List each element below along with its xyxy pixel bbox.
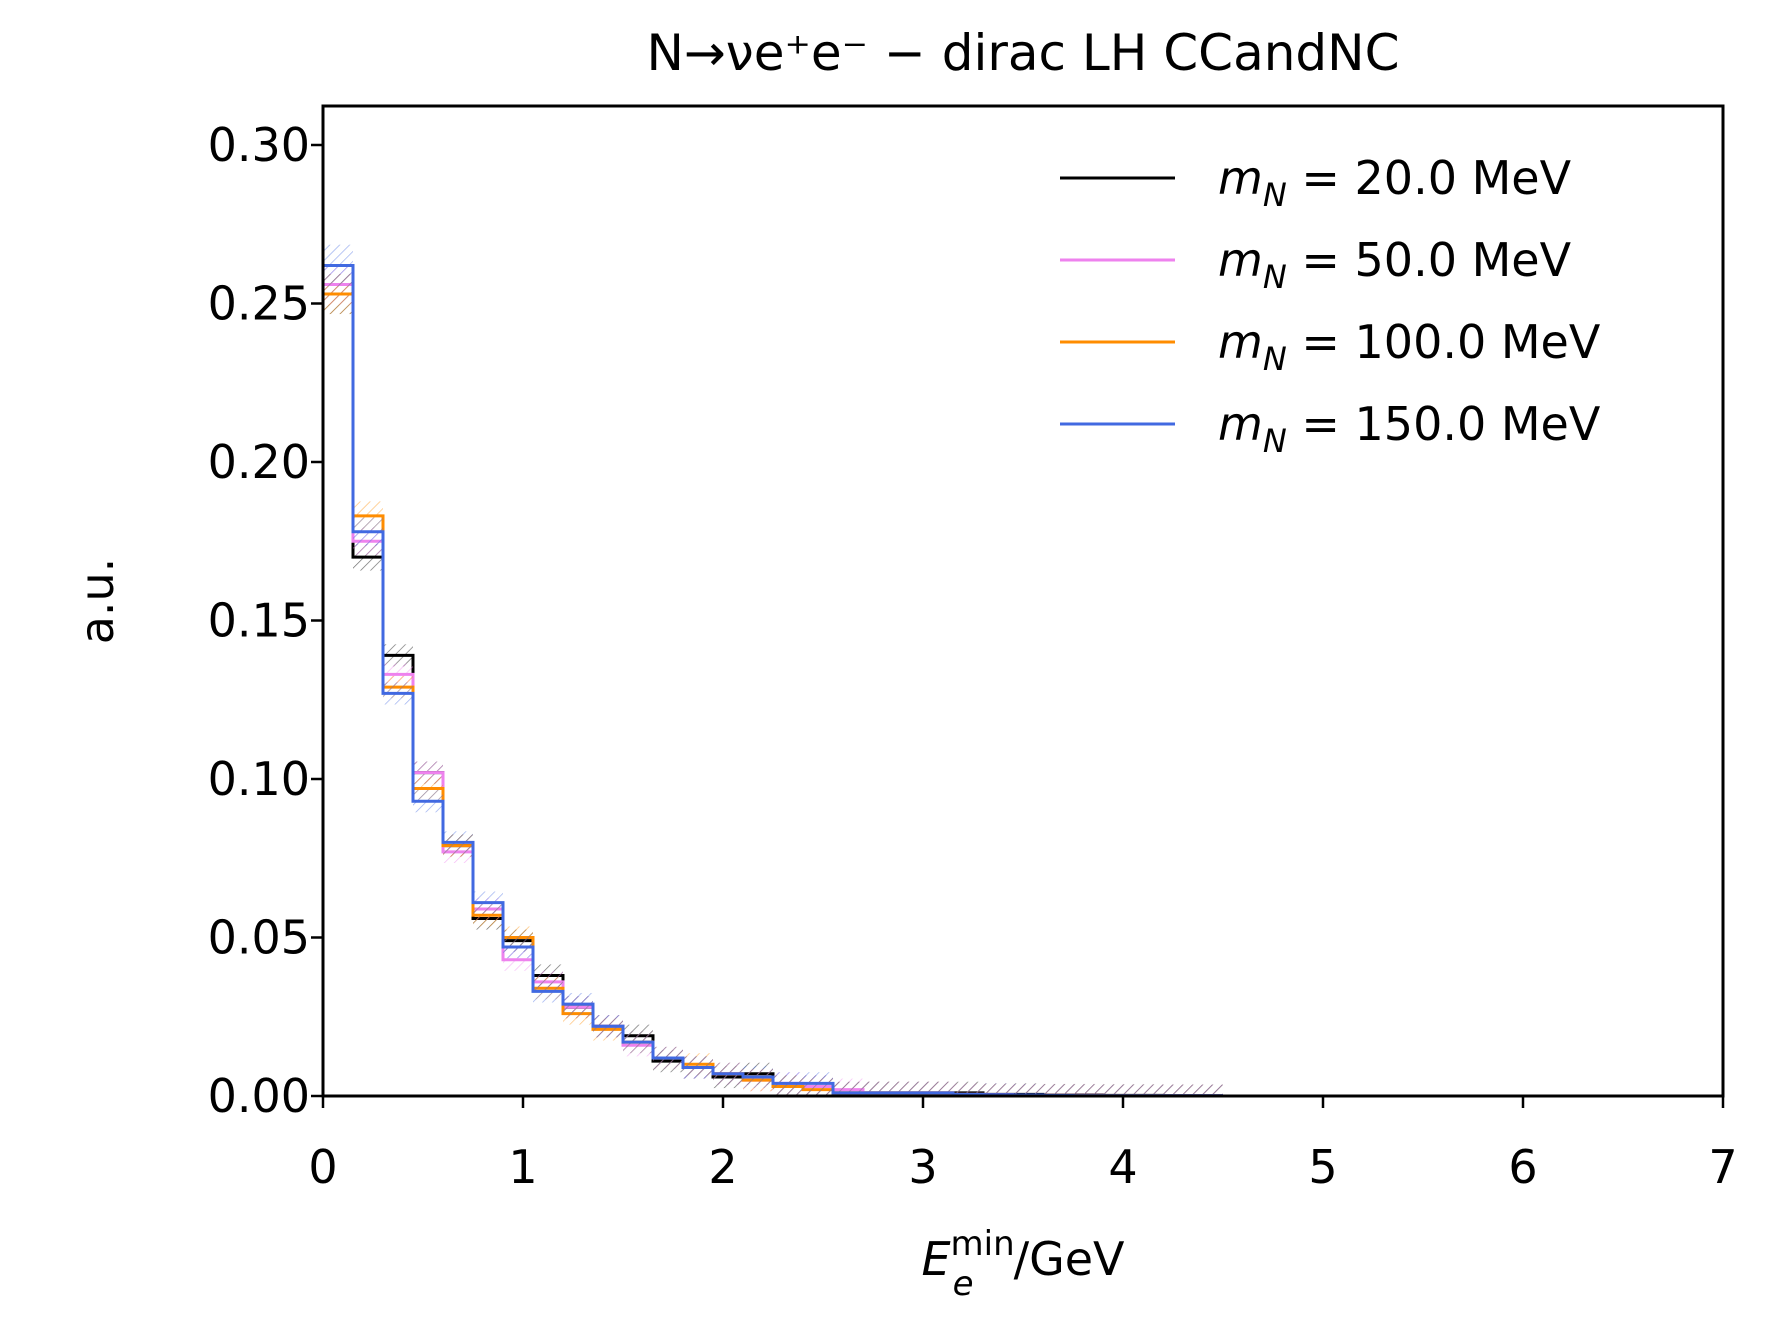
y-axis: 0.00 0.05 0.10 0.15 0.20 0.25 0.30 [208,118,323,1123]
x-tick-label: 0 [308,1140,337,1194]
error-band [1043,1084,1073,1096]
x-axis-label: Emin e/GeV [921,1224,1125,1304]
legend-label: mN = 20.0 MeV [1218,151,1572,214]
x-tick-label: 3 [908,1140,937,1194]
series-layer [323,244,1223,1096]
y-tick-label: 0.05 [208,911,310,965]
step-line [323,292,1223,1096]
plot-frame [321,104,1725,1098]
error-band [1103,1084,1133,1096]
y-tick-label: 0.20 [208,435,310,489]
y-tick-label: 0.00 [208,1069,310,1123]
x-tick-label: 1 [508,1140,537,1194]
x-tick-label: 4 [1108,1140,1137,1194]
series-0 [323,273,1223,1096]
y-tick-label: 0.30 [208,118,310,172]
legend-label: mN = 100.0 MeV [1218,315,1601,378]
y-axis-label: a.u. [70,558,124,645]
error-band [1193,1084,1223,1096]
step-line [323,292,1223,1096]
series-1 [323,264,1223,1096]
legend: mN = 20.0 MeV mN = 50.0 MeV mN = 100.0 MeV… [1060,151,1601,460]
error-band [1163,1084,1193,1096]
error-band [1013,1083,1043,1096]
x-tick-label: 5 [1308,1140,1337,1194]
error-band [983,1083,1013,1096]
x-tick-label: 7 [1708,1140,1737,1194]
x-axis: 0 1 2 3 4 5 6 7 [308,1096,1738,1194]
series-3 [323,244,1223,1096]
y-tick-label: 0.25 [208,277,310,331]
step-line [323,282,1223,1096]
x-tick-label: 6 [1508,1140,1537,1194]
error-band [1133,1084,1163,1096]
series-2 [323,273,1223,1096]
legend-label: mN = 150.0 MeV [1218,397,1601,460]
step-line [323,263,1223,1096]
error-band [1073,1084,1103,1096]
y-tick-label: 0.15 [208,594,310,648]
legend-label: mN = 50.0 MeV [1218,233,1572,296]
x-tick-label: 2 [708,1140,737,1194]
y-tick-label: 0.10 [208,752,310,806]
error-band [953,1083,983,1096]
chart-title: N→νe⁺e⁻ − dirac LH CCandNC [647,24,1400,82]
